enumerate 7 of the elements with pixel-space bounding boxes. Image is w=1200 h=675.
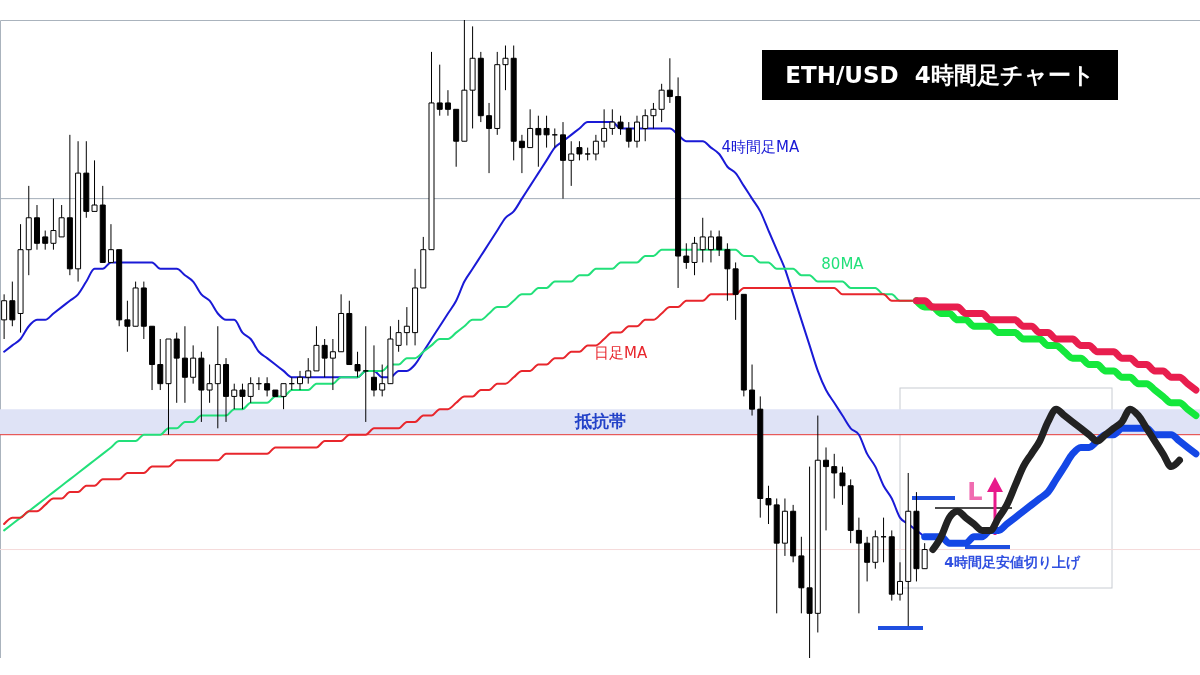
annotation: L	[967, 478, 983, 506]
annotation: 4時間足安値切り上げ	[944, 554, 1080, 572]
band-label: 抵抗帯	[573, 410, 626, 431]
text: ETH/USD 4時間足チャート	[762, 50, 1118, 100]
series-label: 日足MA	[593, 343, 648, 362]
series-label: 80MA	[821, 254, 865, 273]
series-label: 4時間足MA	[721, 138, 800, 157]
